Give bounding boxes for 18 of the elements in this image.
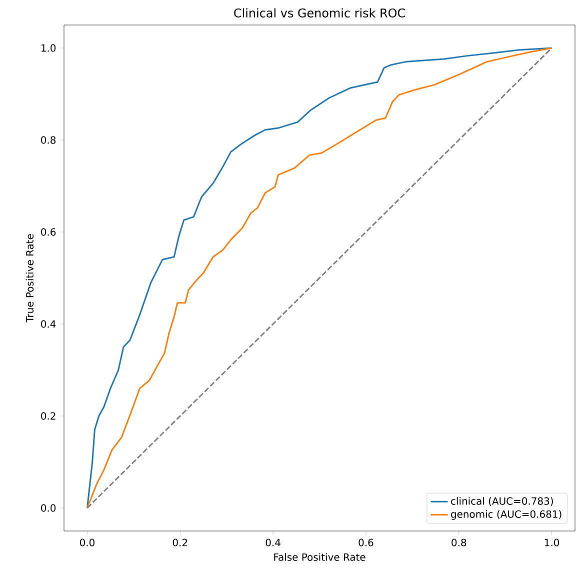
x-tick-label: 0.6	[358, 538, 374, 546]
x-tick-label: 0.2	[172, 538, 188, 546]
x-axis-title: False Positive Rate	[274, 553, 366, 561]
y-tick-label: 0.0	[41, 504, 56, 512]
y-tick-label: 0.4	[41, 320, 56, 328]
y-tick-label: 1.0	[41, 44, 56, 52]
x-tick-label: 1.0	[544, 538, 560, 546]
y-tick-label: 0.2	[41, 412, 56, 420]
x-tick-label: 0.0	[80, 538, 94, 546]
y-tick-label: 0.8	[41, 136, 56, 144]
legend-label: clinical (AUC=0.783)	[451, 497, 553, 506]
line-series	[86, 47, 553, 509]
y-axis-title: True Positive Rate	[26, 234, 34, 322]
chart-title: Clinical vs Genomic risk ROC	[234, 8, 405, 18]
legend-label: genomic (AUC=0.681)	[451, 510, 562, 520]
x-tick-label: 0.8	[452, 538, 466, 546]
x-tick-label: 0.4	[266, 538, 280, 546]
y-tick-label: 0.6	[41, 228, 56, 236]
